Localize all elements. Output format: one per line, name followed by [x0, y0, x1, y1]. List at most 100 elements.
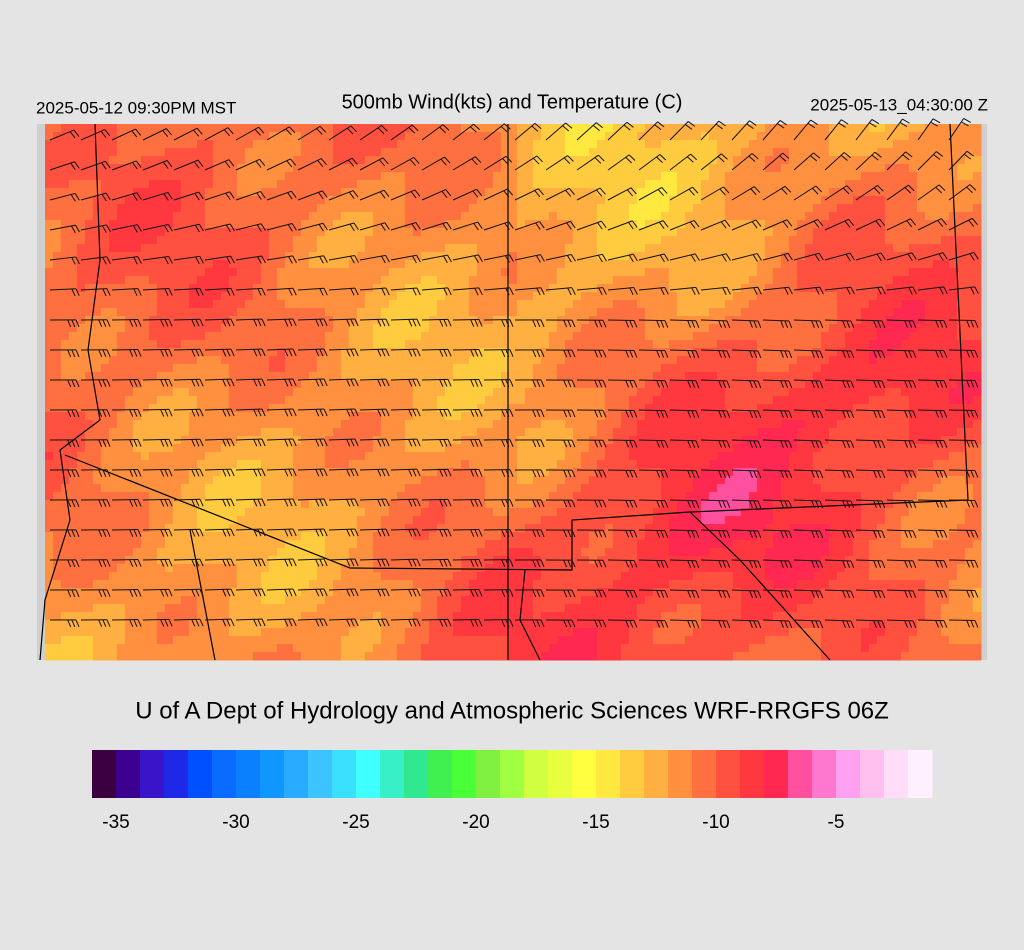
- field-cell: [141, 404, 150, 413]
- field-cell: [461, 292, 470, 301]
- field-cell: [541, 452, 550, 461]
- field-cell: [605, 364, 614, 373]
- field-cell: [925, 180, 934, 189]
- field-cell: [597, 444, 606, 453]
- field-cell: [589, 188, 598, 197]
- field-cell: [333, 284, 342, 293]
- field-cell: [549, 132, 558, 141]
- field-cell: [397, 228, 406, 237]
- field-cell: [701, 268, 710, 277]
- field-cell: [69, 364, 78, 373]
- field-cell: [45, 348, 54, 357]
- field-cell: [453, 212, 462, 221]
- field-cell: [517, 412, 526, 421]
- field-cell: [709, 412, 718, 421]
- field-cell: [765, 188, 774, 197]
- field-cell: [933, 332, 942, 341]
- field-cell: [69, 252, 78, 261]
- field-cell: [661, 412, 670, 421]
- field-cell: [69, 164, 78, 173]
- field-cell: [853, 348, 862, 357]
- field-cell: [813, 132, 822, 141]
- field-cell: [45, 412, 54, 421]
- field-cell: [117, 300, 126, 309]
- field-cell: [261, 212, 270, 221]
- field-cell: [501, 292, 510, 301]
- field-cell: [173, 364, 182, 373]
- field-cell: [821, 356, 830, 365]
- field-cell: [749, 380, 758, 389]
- field-cell: [485, 276, 494, 285]
- field-cell: [245, 212, 254, 221]
- field-cell: [941, 300, 950, 309]
- field-cell: [677, 228, 686, 237]
- field-cell: [653, 340, 662, 349]
- field-cell: [597, 252, 606, 261]
- field-cell: [949, 300, 958, 309]
- field-cell: [53, 460, 62, 469]
- field-cell: [261, 356, 270, 365]
- field-cell: [877, 324, 886, 333]
- field-cell: [309, 164, 318, 173]
- field-cell: [261, 428, 270, 437]
- field-cell: [365, 204, 374, 213]
- field-cell: [541, 460, 550, 469]
- field-cell: [901, 124, 910, 133]
- field-cell: [349, 308, 358, 317]
- field-cell: [93, 396, 102, 405]
- field-cell: [493, 340, 502, 349]
- field-cell: [429, 220, 438, 229]
- field-cell: [77, 228, 86, 237]
- field-cell: [509, 396, 518, 405]
- field-cell: [845, 348, 854, 357]
- field-cell: [445, 380, 454, 389]
- field-cell: [45, 460, 54, 469]
- field-cell: [581, 220, 590, 229]
- field-cell: [653, 388, 662, 397]
- field-cell: [101, 324, 110, 333]
- field-cell: [549, 348, 558, 357]
- field-cell: [725, 380, 734, 389]
- field-cell: [885, 356, 894, 365]
- field-cell: [181, 308, 190, 317]
- field-cell: [189, 324, 198, 333]
- field-cell: [61, 164, 70, 173]
- field-cell: [813, 308, 822, 317]
- field-cell: [933, 348, 942, 357]
- field-cell: [285, 156, 294, 165]
- field-cell: [213, 244, 222, 253]
- field-cell: [493, 372, 502, 381]
- field-cell: [621, 212, 630, 221]
- field-cell: [125, 284, 134, 293]
- field-cell: [333, 244, 342, 253]
- field-cell: [925, 164, 934, 173]
- field-cell: [477, 252, 486, 261]
- field-cell: [781, 444, 790, 453]
- field-cell: [965, 268, 974, 277]
- field-cell: [445, 300, 454, 309]
- field-cell: [557, 204, 566, 213]
- field-cell: [109, 204, 118, 213]
- field-cell: [701, 356, 710, 365]
- field-cell: [317, 276, 326, 285]
- field-cell: [493, 236, 502, 245]
- field-cell: [109, 324, 118, 333]
- field-cell: [261, 196, 270, 205]
- field-cell: [101, 396, 110, 405]
- field-cell: [869, 188, 878, 197]
- field-cell: [453, 388, 462, 397]
- field-cell: [293, 396, 302, 405]
- field-cell: [501, 236, 510, 245]
- field-cell: [357, 396, 366, 405]
- field-cell: [141, 220, 150, 229]
- field-cell: [373, 452, 382, 461]
- field-cell: [765, 356, 774, 365]
- field-cell: [517, 324, 526, 333]
- field-cell: [797, 188, 806, 197]
- field-cell: [405, 148, 414, 157]
- field-cell: [445, 292, 454, 301]
- field-cell: [397, 260, 406, 269]
- field-cell: [701, 348, 710, 357]
- field-cell: [645, 268, 654, 277]
- field-cell: [565, 212, 574, 221]
